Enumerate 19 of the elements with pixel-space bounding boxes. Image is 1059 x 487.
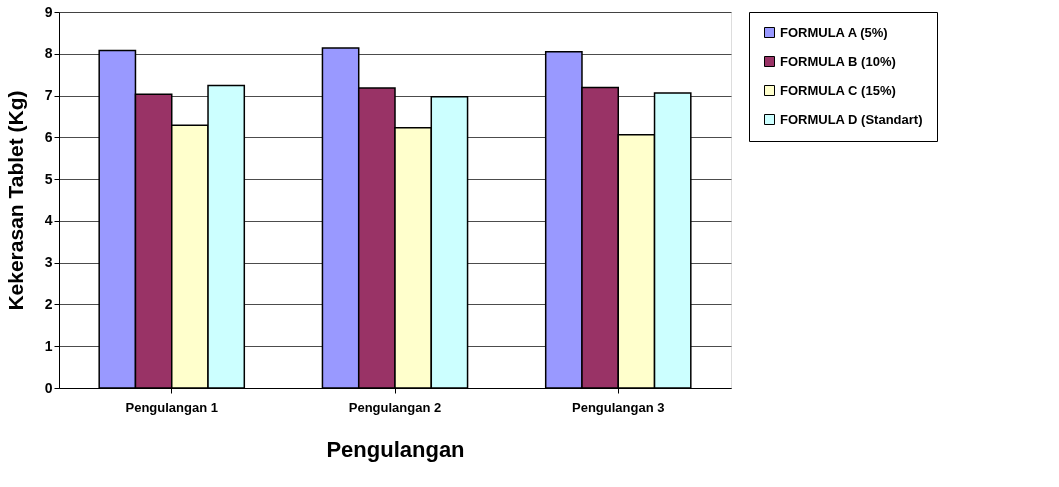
y-tick-label: 1 [44, 337, 53, 354]
y-tick-label: 5 [44, 170, 53, 187]
y-tick-label: 9 [44, 3, 53, 20]
y-axis-title: Kekerasan Tablet (Kg) [3, 90, 27, 311]
y-tick-label: 3 [44, 254, 53, 271]
y-tick-label: 6 [44, 128, 53, 145]
y-tick-label: 8 [44, 45, 53, 62]
x-tick-label: Pengulangan 3 [572, 399, 665, 415]
y-tick-label: 4 [44, 212, 53, 229]
legend-label: FORMULA A (5%) [780, 24, 888, 40]
y-tick-label: 0 [44, 379, 53, 396]
legend-label: FORMULA D (Standart) [780, 111, 923, 127]
legend-label: FORMULA B (10%) [780, 53, 896, 69]
x-axis-title: Pengulangan [326, 436, 465, 462]
y-tick-label: 2 [44, 295, 53, 312]
x-tick-label: Pengulangan 1 [125, 399, 218, 415]
y-tick-label: 7 [44, 87, 53, 104]
x-tick-label: Pengulangan 2 [348, 399, 442, 415]
legend-label: FORMULA C (15%) [780, 82, 896, 98]
